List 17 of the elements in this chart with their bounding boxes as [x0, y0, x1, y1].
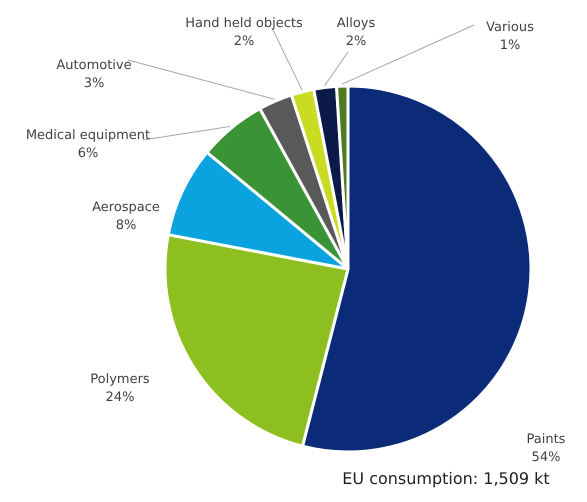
- data-label: 2%: [346, 34, 366, 49]
- data-label: 3%: [84, 76, 104, 91]
- slice-label: Automotive: [56, 58, 132, 73]
- slice-label: Alloys: [336, 16, 376, 31]
- data-label: 8%: [116, 218, 136, 233]
- data-label: 2%: [234, 34, 254, 49]
- data-label: 24%: [106, 390, 134, 405]
- data-label: 1%: [500, 38, 520, 53]
- slice-label: Paints: [526, 432, 566, 447]
- slice-label: Aerospace: [92, 200, 160, 215]
- data-label: 6%: [78, 146, 98, 161]
- slice-label: Hand held objects: [185, 16, 303, 31]
- text: EU consumption: 1,509 kt: [342, 469, 550, 488]
- slice-label: Various: [486, 20, 534, 35]
- slice-label: Polymers: [90, 372, 150, 387]
- data-label: 54%: [532, 450, 560, 465]
- slice-label: Medical equipment: [26, 128, 150, 143]
